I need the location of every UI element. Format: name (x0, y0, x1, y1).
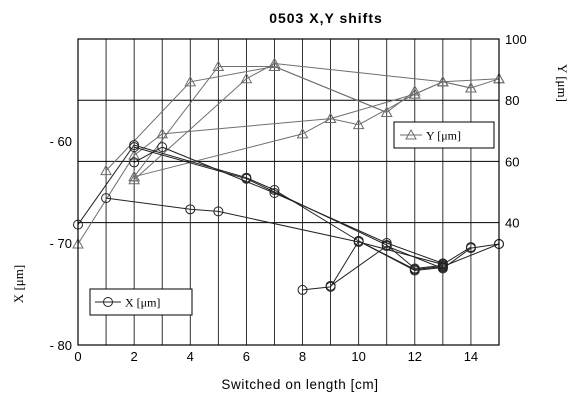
x-series-line (302, 240, 443, 291)
x-series-line (77, 144, 500, 271)
x-series-point (241, 173, 252, 184)
x-tick-label: 4 (187, 349, 194, 364)
x-series-point (129, 142, 140, 153)
x-tick-label: 6 (243, 349, 250, 364)
legend-x-label: X [μm] (125, 296, 160, 310)
x-series-line (106, 197, 472, 265)
x-tick-label: 14 (464, 349, 478, 364)
x-series-point (437, 263, 448, 274)
legend-y-triangle-icon (405, 128, 417, 140)
x-series-point (465, 243, 476, 254)
y-series-point (156, 127, 169, 139)
y-right-axis-label: Y [μm] (555, 64, 569, 102)
y-series-point (240, 72, 253, 84)
series-layer (72, 57, 505, 295)
x-tick-label: 8 (299, 349, 306, 364)
x-tick-label: 10 (351, 349, 365, 364)
y-series-point (128, 149, 140, 160)
y-series (72, 57, 505, 249)
y-right-tick-label: 80 (505, 93, 519, 108)
y-series-line (133, 62, 500, 181)
x-series-point (381, 241, 392, 252)
x-series-point (297, 284, 308, 295)
y-series-point (465, 81, 477, 93)
y-right-tick-label: 100 (505, 32, 527, 47)
x-series-point (129, 157, 140, 168)
x-axis-label: Switched on length [cm] (221, 377, 378, 392)
x-series (73, 140, 504, 295)
y-series-point (296, 127, 309, 139)
x-series-point (157, 142, 168, 153)
y-left-tick-label: - 70 (50, 236, 72, 251)
y-left-tick-label: - 60 (50, 134, 72, 149)
y-series-point (408, 84, 421, 96)
y-series-point (212, 60, 225, 72)
x-series-line (330, 243, 500, 287)
y-series-point (408, 88, 421, 99)
x-series-point (101, 193, 112, 204)
y-series-point (128, 170, 140, 182)
y-left-tick-label: - 80 (50, 338, 72, 353)
x-tick-label: 0 (74, 349, 81, 364)
y-left-axis-label: X [μm] (11, 265, 26, 303)
x-series-point (185, 204, 196, 215)
y-series-point (352, 118, 365, 130)
legend-x: X [μm] (89, 288, 193, 316)
chart-title: 0503 X,Y shifts (269, 10, 383, 26)
x-tick-label: 12 (408, 349, 422, 364)
x-series-point (325, 280, 336, 291)
x-series-point (269, 188, 280, 199)
legend-x-circle-icon (103, 297, 113, 307)
y-series-point (380, 106, 393, 117)
y-series-line (105, 65, 416, 171)
y-series-point (184, 75, 197, 87)
legend-y: Y [μm] (393, 121, 495, 149)
y-series-point (100, 164, 112, 176)
x-series-point (353, 235, 364, 246)
x-tick-label: 2 (131, 349, 138, 364)
y-right-tick-label: 40 (505, 216, 519, 231)
tick-labels: 0 2 4 6 8 10 12 14 - 80 - 70 - 60 40 60 80 100 (50, 32, 527, 364)
x-series-point (409, 265, 420, 276)
x-series-line (133, 146, 443, 270)
y-series-line (133, 66, 387, 178)
y-series-point (128, 173, 140, 185)
y-series-point (268, 60, 281, 72)
legend-y-label: Y [μm] (426, 129, 461, 143)
y-right-tick-label: 60 (505, 154, 519, 169)
plot-frame (77, 38, 500, 346)
y-series-point (437, 75, 449, 87)
y-series-point (324, 112, 337, 124)
x-series-point (213, 206, 224, 217)
y-series-point (268, 57, 281, 68)
y-series-line (133, 81, 472, 178)
